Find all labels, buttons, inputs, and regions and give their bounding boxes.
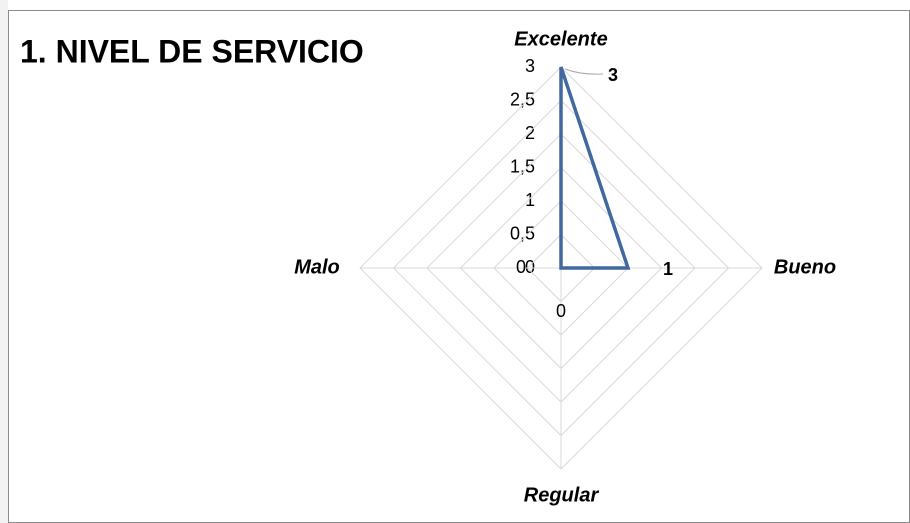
category-label: Bueno <box>774 256 836 278</box>
y-tick-label: 1 <box>525 190 535 210</box>
data-label: 0 <box>556 301 566 321</box>
data-label: 0 <box>516 257 526 277</box>
y-tick-label: 0 <box>525 257 535 277</box>
category-label: Excelente <box>514 28 607 50</box>
y-tick-label: 0,5 <box>510 223 535 243</box>
data-label: 1 <box>663 259 673 279</box>
y-tick-label: 2,5 <box>510 89 535 109</box>
page-margin <box>0 0 8 523</box>
data-label: 3 <box>608 65 618 85</box>
y-tick-label: 3 <box>525 56 535 76</box>
leader-line <box>564 68 604 75</box>
category-label: Malo <box>294 256 340 278</box>
chart-frame <box>8 10 910 523</box>
chart-title: 1. NIVEL DE SERVICIO <box>20 33 364 69</box>
series-line <box>559 66 631 270</box>
category-label: Regular <box>524 484 600 506</box>
y-tick-label: 2 <box>525 123 535 143</box>
y-tick-label: 1,5 <box>510 156 535 176</box>
